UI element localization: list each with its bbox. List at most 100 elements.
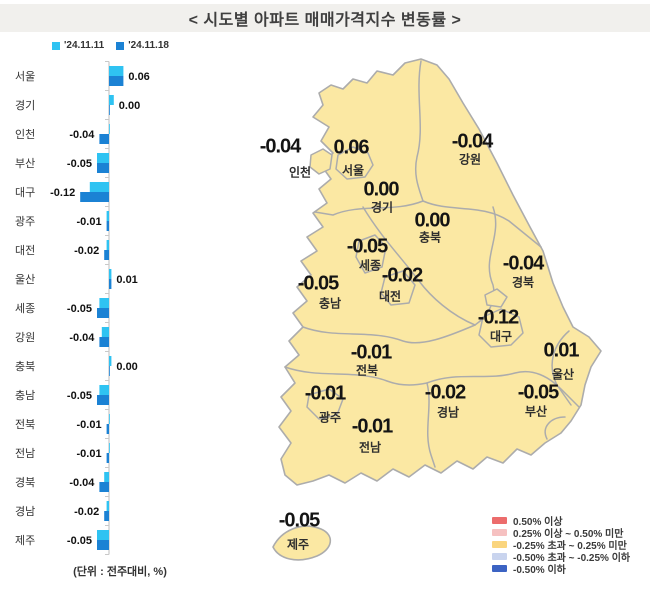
bar-curr-week bbox=[106, 221, 109, 231]
map-value-gyeonggi: 0.00 bbox=[363, 178, 400, 201]
bar-prev-week bbox=[101, 327, 109, 337]
map-name-jeonnam: 전남 bbox=[358, 440, 382, 455]
map-value-daejeon: -0.02 bbox=[381, 264, 424, 287]
bar-category-label: 경기 bbox=[15, 99, 35, 112]
bar-category-label: 경북 bbox=[15, 476, 35, 489]
bar-value-label: -0.05 bbox=[67, 303, 92, 315]
map-name-incheon: 인천 bbox=[288, 165, 312, 180]
bar-row-jeonbuk: 전북 -0.01 bbox=[15, 414, 110, 434]
bar-value-label: -0.05 bbox=[67, 158, 92, 170]
border-chungbuk-gyeongbuk bbox=[474, 206, 497, 326]
map-name-gyeongnam: 경남 bbox=[436, 405, 460, 420]
bar-prev-week bbox=[104, 472, 109, 482]
bar-category-label: 대구 bbox=[15, 186, 35, 199]
border-chungbuk-west bbox=[362, 206, 476, 326]
map-name-sejong: 세종 bbox=[358, 258, 382, 273]
bar-prev-week bbox=[89, 182, 109, 192]
bar-value-label: -0.05 bbox=[67, 535, 92, 547]
map-legend-row-1: 0.25% 이상 ~ 0.50% 미만 bbox=[492, 526, 630, 540]
bar-prev-week bbox=[106, 501, 109, 511]
bar-curr-week bbox=[109, 279, 112, 289]
bar-curr-week bbox=[99, 482, 109, 492]
map-value-sejong: -0.05 bbox=[346, 235, 389, 258]
legend-swatch-icon bbox=[116, 41, 125, 50]
bar-value-label: -0.02 bbox=[74, 245, 99, 257]
map-legend-swatch-icon bbox=[492, 564, 507, 572]
bar-category-label: 전북 bbox=[15, 418, 35, 431]
bar-value-label: 0.00 bbox=[119, 100, 140, 112]
bar-prev-week bbox=[99, 385, 109, 395]
bar-category-label: 광주 bbox=[15, 215, 35, 228]
bar-prev-week bbox=[109, 66, 124, 76]
bar-curr-week bbox=[106, 453, 109, 463]
map-value-jeonnam: -0.01 bbox=[351, 415, 394, 438]
bar-row-gangwon: 강원 -0.04 bbox=[15, 327, 109, 347]
map-legend-row-4: -0.50% 이하 bbox=[492, 562, 630, 576]
bar-curr-week bbox=[109, 366, 110, 376]
bar-value-label: 0.01 bbox=[116, 274, 137, 286]
bar-curr-week bbox=[104, 250, 109, 260]
bar-row-sejong: 세종 -0.05 bbox=[15, 298, 109, 318]
bar-category-label: 인천 bbox=[15, 127, 35, 141]
bar-curr-week bbox=[97, 395, 109, 405]
region-shape-daejeon bbox=[380, 270, 416, 306]
bar-value-label: -0.01 bbox=[77, 448, 102, 460]
border-gangwon-south bbox=[422, 200, 542, 248]
bar-legend-item-1: '24.11.18 bbox=[116, 40, 169, 51]
bar-curr-week bbox=[106, 424, 109, 434]
bar-curr-week bbox=[104, 511, 109, 521]
bar-row-incheon: 인천 -0.04 bbox=[15, 124, 110, 144]
map-name-gwangju: 광주 bbox=[318, 410, 342, 425]
border-ulsan bbox=[551, 330, 572, 406]
bar-legend-item-0: '24.11.11 bbox=[52, 40, 104, 51]
bar-value-label: -0.04 bbox=[69, 332, 95, 344]
bar-prev-week bbox=[109, 95, 114, 105]
bar-curr-week bbox=[109, 105, 110, 115]
map-value-chungnam: -0.05 bbox=[297, 272, 340, 295]
map-value-chungbuk: 0.00 bbox=[414, 209, 451, 232]
unit-footnote: (단위 : 전주대비, %) bbox=[73, 566, 167, 578]
bar-curr-week bbox=[97, 540, 109, 550]
bar-category-label: 제주 bbox=[15, 534, 35, 547]
legend-swatch-icon bbox=[52, 41, 60, 50]
map-legend-swatch-icon bbox=[492, 540, 507, 548]
bar-curr-week bbox=[97, 163, 109, 173]
bar-category-label: 대전 bbox=[15, 244, 35, 257]
map-legend-label: -0.50% 초과 ~ -0.25% 이하 bbox=[513, 552, 631, 564]
bar-prev-week bbox=[106, 240, 109, 250]
bar-category-label: 울산 bbox=[15, 273, 35, 286]
province-border-group bbox=[284, 60, 580, 468]
bar-row-daejeon: 대전 -0.02 bbox=[15, 240, 109, 260]
bar-prev-week bbox=[106, 211, 109, 221]
bar-chart-panel: '24.11.11 '24.11.18 서울 0.06 경기 0.00 인천 -0.04 부산… bbox=[0, 36, 232, 589]
bar-curr-week bbox=[80, 192, 109, 202]
bar-category-label: 세종 bbox=[15, 302, 35, 315]
map-legend-swatch-icon bbox=[492, 528, 507, 536]
bar-value-label: -0.12 bbox=[50, 187, 75, 199]
region-shape-seoul bbox=[335, 146, 374, 180]
map-name-daegu: 대구 bbox=[489, 329, 513, 344]
bar-chart: 서울 0.06 경기 0.00 인천 -0.04 부산 -0.05 대구 -0.12 광주 -0.01… bbox=[15, 61, 150, 555]
map-name-gyeongbuk: 경북 bbox=[511, 275, 535, 290]
map-legend-label: 0.50% 이상 bbox=[513, 516, 563, 528]
bar-curr-week bbox=[97, 308, 109, 318]
bar-value-label: 0.06 bbox=[128, 71, 149, 83]
map-name-jeonbuk: 전북 bbox=[355, 363, 379, 378]
bar-value-label: -0.04 bbox=[69, 129, 95, 141]
map-legend-row-3: -0.50% 초과 ~ -0.25% 이하 bbox=[492, 550, 631, 564]
bar-curr-week bbox=[99, 134, 109, 144]
bar-prev-week bbox=[109, 414, 110, 424]
map-value-ulsan: 0.01 bbox=[543, 339, 580, 362]
map-name-seoul: 서울 bbox=[341, 163, 365, 178]
border-chungnam-jeonbuk bbox=[302, 324, 476, 344]
map-legend-label: -0.25% 초과 ~ 0.25% 미만 bbox=[513, 540, 627, 552]
bar-prev-week bbox=[97, 153, 109, 163]
map-legend: 0.50% 이상 0.25% 이상 ~ 0.50% 미만 -0.25% 초과 ~ 0… bbox=[492, 514, 631, 576]
bar-category-label: 충북 bbox=[15, 360, 35, 373]
bar-category-label: 강원 bbox=[15, 331, 35, 344]
bar-prev-week bbox=[99, 298, 109, 308]
bar-row-chungnam: 충남 -0.05 bbox=[15, 385, 109, 405]
bar-row-busan: 부산 -0.05 bbox=[15, 153, 109, 173]
bar-row-jeju: 제주 -0.05 bbox=[15, 530, 109, 550]
korea-map bbox=[272, 58, 602, 561]
